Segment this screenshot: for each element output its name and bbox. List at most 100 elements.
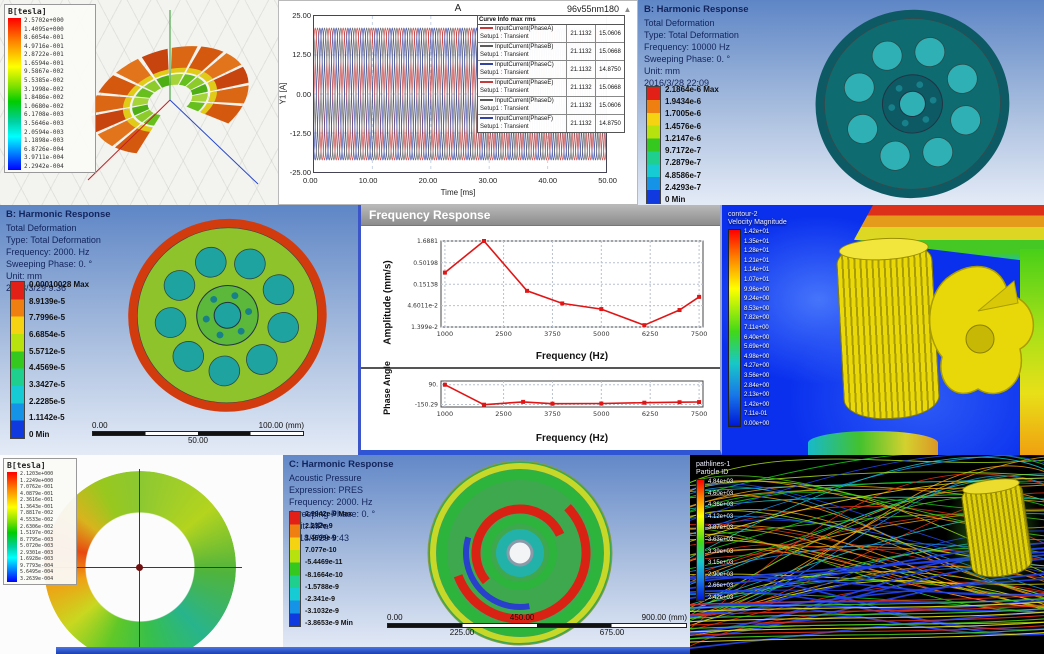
panel-harmonic-2000hz: B: Harmonic Response Total Deformation Typ… xyxy=(0,205,358,455)
colorbar-value: 2.0594e-003 xyxy=(24,128,64,136)
svg-text:-150.29: -150.29 xyxy=(415,402,438,409)
result-header-line: Unit: MPa xyxy=(289,520,329,531)
colorbar-value: 7.11e+00 xyxy=(744,325,769,332)
curve-name: InputCurrent(PhaseE) xyxy=(495,80,554,86)
y-tick-label: 25.00 xyxy=(292,11,311,20)
colorbar-value: 2.84e+00 xyxy=(744,382,770,389)
colorbar-value: 2.5702e+000 xyxy=(24,17,64,24)
curve-name: InputCurrent(PhaseB) xyxy=(495,44,554,50)
legend-row: InputCurrent(PhaseA) Setup1 : Transient … xyxy=(478,25,624,43)
colorbar-value: 8.6054e-001 xyxy=(24,34,64,42)
colorbar-value: 2.6306e-002 xyxy=(20,523,54,530)
ruler-bar xyxy=(92,431,304,436)
y-tick-label: -12.50 xyxy=(289,128,311,138)
curve-setup: Setup1 : Transient xyxy=(480,123,529,130)
colorbar-value: 5.6495e-004 xyxy=(20,569,54,576)
colorbar-value: 8.53e+00 xyxy=(744,305,770,312)
svg-text:2500: 2500 xyxy=(495,330,512,338)
curve-name: InputCurrent(PhaseC) xyxy=(495,62,554,68)
colorbar-strip xyxy=(7,472,17,582)
svg-text:1000: 1000 xyxy=(437,330,454,338)
colorbar-value: 2.90e+03 xyxy=(708,571,734,578)
colorbar-value: 6.8726e-004 xyxy=(24,145,64,153)
result-header-line: 2016/3/28 22:09 xyxy=(644,77,710,88)
colorbar-value: 1.42e+01 xyxy=(744,229,770,236)
result-header-line: B: Harmonic Response xyxy=(6,209,111,220)
legend-header-cell: rms xyxy=(524,17,536,23)
colorbar-value: -8.1664e-10 xyxy=(305,571,343,579)
legend-header-cell: max xyxy=(510,17,523,23)
colorbar-value: 1.6594e-001 xyxy=(24,59,64,67)
colorbar-value: 7.077e-10 xyxy=(305,547,337,555)
legend-row: InputCurrent(PhaseB) Setup1 : Transient … xyxy=(478,43,624,61)
result-header-line: Sweeping Phase: 0. ° xyxy=(289,508,376,519)
ruler-label: 0.00 xyxy=(387,613,403,622)
curve-color-swatch xyxy=(480,117,493,120)
colorbar-value: 0.00010028 Max xyxy=(29,280,90,289)
svg-text:1000: 1000 xyxy=(437,410,454,418)
colorbar-value: 4.36e+03 xyxy=(708,502,734,509)
svg-text:5000: 5000 xyxy=(593,330,610,338)
panel-stator-ring-field: B[tesla] 2.1203e+000 1.2249e+000 7.0762e-0… xyxy=(0,455,283,654)
frequency-axis-label: Frequency (Hz) xyxy=(535,433,609,444)
streamlines xyxy=(690,455,1044,649)
colorbar-value: 1.3643e-001 xyxy=(20,503,54,510)
result-header-line: Expression: PRES xyxy=(289,484,364,495)
svg-text:5000: 5000 xyxy=(593,410,610,418)
colorbar-value: 2.3616e-001 xyxy=(20,497,54,504)
scale-ruler: 0.00 450.00 900.00 (mm) 225.00 675.00 xyxy=(387,613,687,637)
colorbar-value: 9.5867e-002 xyxy=(24,68,64,76)
plot-menu-icon[interactable]: ▲ xyxy=(623,5,632,14)
colorbar-value: -1.5788e-9 xyxy=(305,583,339,591)
svg-text:0.15138: 0.15138 xyxy=(413,281,438,288)
colorbar-title: B[tesla] xyxy=(8,7,47,16)
window-titlebar[interactable]: Frequency Response xyxy=(361,205,720,226)
colorbar-value: 2.9301e-003 xyxy=(20,549,54,556)
colorbar-value: 1.42e+00 xyxy=(744,401,770,408)
particle-colorbar: pathlines-1 Particle ID 4.84e+03 4.60e+03 4… xyxy=(696,461,734,602)
colorbar-header-line: pathlines-1 xyxy=(696,461,731,468)
colorbar-value: 2.232e-9 xyxy=(305,523,333,531)
result-header-line: B: Harmonic Response xyxy=(644,4,749,15)
colorbar-header-line: contour-2 xyxy=(728,211,758,218)
field-colorbar: B[tesla] 2.1203e+000 1.2249e+000 7.0762e-0… xyxy=(3,458,77,585)
colorbar-value: 4.12e+03 xyxy=(708,513,734,520)
scale-ruler: 0.00 100.00 (mm) 50.00 xyxy=(92,421,304,445)
propeller-model xyxy=(929,265,1035,395)
wheel-model xyxy=(815,9,1010,199)
panel-current-plot: A 96v55nm180 ▲ Y1 [A] 25.00 12.50 0.00 -12.… xyxy=(278,0,638,205)
curve-name: InputCurrent(PhaseA) xyxy=(495,26,554,32)
colorbar-strip xyxy=(10,281,25,439)
colorbar-value: 5.69e+00 xyxy=(744,344,770,351)
colorbar-header-line: Particle ID xyxy=(696,469,729,477)
colorbar-value: 1.07e+01 xyxy=(744,277,770,284)
ruler-label: 0.00 xyxy=(92,421,108,430)
colorbar-value: 6.40e+00 xyxy=(744,334,770,341)
colorbar-value: 2.2285e-5 xyxy=(29,396,66,406)
svg-text:6250: 6250 xyxy=(642,410,659,418)
colorbar-value: -2.341e-9 xyxy=(305,595,335,603)
colorbar-value: 1.4576e-6 xyxy=(665,121,702,131)
x-tick-label: 40.00 xyxy=(538,176,558,185)
ruler-label: 675.00 xyxy=(599,628,625,637)
bottom-blue-strip xyxy=(56,647,690,654)
colorbar-value: 2.8722e-001 xyxy=(24,51,64,59)
y-tick-label: -25.00 xyxy=(289,168,311,177)
x-tick-label: 30.00 xyxy=(478,176,498,185)
colorbar-header-line: Velocity Magnitude xyxy=(728,219,787,227)
result-header-line: Acoustic Pressure xyxy=(289,472,362,483)
colorbar-value: 4.98e+00 xyxy=(744,353,770,360)
curve-setup: Setup1 : Transient xyxy=(480,33,529,40)
colorbar-value: 2.2942e-004 xyxy=(24,162,64,170)
result-header-line: 2018/3/29 9:43 xyxy=(289,532,350,543)
colorbar-value: 3.87e+03 xyxy=(708,525,734,532)
pressure-colorbar: 2.9942e-9 Max 2.232e-9 1.4699e-9 7.077e-10 -… xyxy=(289,511,353,627)
legend-row: InputCurrent(PhaseE) Setup1 : Transient … xyxy=(478,79,624,97)
colorbar-value: 2.4293e-7 xyxy=(665,182,702,192)
result-header-line: C: Harmonic Response xyxy=(289,459,394,470)
colorbar-value: 4.84e+03 xyxy=(708,479,734,486)
curve-max: 21.1132 xyxy=(566,115,595,132)
svg-text:1.6881: 1.6881 xyxy=(417,238,438,245)
torus-model xyxy=(87,10,259,185)
curve-rms: 15.0668 xyxy=(595,79,624,96)
